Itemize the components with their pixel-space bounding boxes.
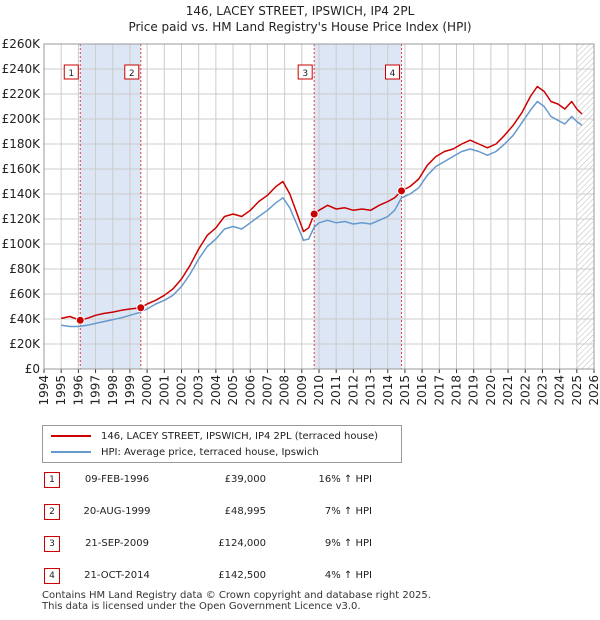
x-tick-label: 2012 <box>346 375 360 406</box>
transaction-row: 2 20-AUG-1999 £48,995 7% ↑ HPI <box>42 504 402 522</box>
x-tick-label: 1994 <box>37 375 51 406</box>
legend-label-property: 146, LACEY STREET, IPSWICH, IP4 2PL (ter… <box>101 430 379 442</box>
footer-line-1: Contains HM Land Registry data © Crown c… <box>42 590 431 601</box>
transaction-row: 3 21-SEP-2009 £124,000 9% ↑ HPI <box>42 536 402 554</box>
transaction-date: 21-SEP-2009 <box>85 538 149 549</box>
sale-label: 1 <box>68 69 74 79</box>
legend-label-hpi: HPI: Average price, terraced house, Ipsw… <box>101 446 319 458</box>
transaction-marker: 3 <box>44 536 60 552</box>
y-tick-label: £140K <box>2 187 42 201</box>
y-tick-label: £20K <box>9 337 41 351</box>
transaction-hpi: 7% ↑ HPI <box>324 506 372 517</box>
sale-label-box <box>297 64 313 80</box>
x-tick-label: 1995 <box>54 375 68 406</box>
transaction-price: £48,995 <box>224 506 266 517</box>
y-tick-label: £200K <box>2 112 42 126</box>
sale-label-box <box>63 64 79 80</box>
transaction-hpi: 9% ↑ HPI <box>324 538 372 549</box>
x-tick-label: 2026 <box>587 375 600 406</box>
footer-credit: Contains HM Land Registry data © Crown c… <box>42 590 431 612</box>
transaction-marker: 1 <box>44 472 60 488</box>
x-tick-label: 2001 <box>157 375 171 406</box>
x-tick-label: 2024 <box>553 375 567 406</box>
sale-label: 2 <box>129 69 135 79</box>
x-tick-label: 2006 <box>243 375 257 406</box>
y-tick-label: £220K <box>2 87 42 101</box>
y-tick-label: £180K <box>2 137 42 151</box>
x-tick-label: 2025 <box>570 375 584 406</box>
sale-point <box>309 209 319 219</box>
x-tick-label: 2018 <box>450 375 464 406</box>
transaction-price: £124,000 <box>218 538 266 549</box>
x-tick-label: 2002 <box>175 375 189 406</box>
x-tick-label: 2021 <box>501 375 515 406</box>
x-tick-label: 2017 <box>432 375 446 406</box>
chart-subtitle: Price paid vs. HM Land Registry's House … <box>128 20 472 34</box>
transaction-date: 09-FEB-1996 <box>84 474 150 485</box>
price-chart: £0 £20K £40K £60K £80K £100K £120K £140K £160K £1… <box>2 37 600 406</box>
sale-label: 4 <box>390 69 396 79</box>
x-tick-label: 2005 <box>226 375 240 406</box>
x-tick-label: 2000 <box>140 375 154 406</box>
x-tick-label: 2009 <box>295 375 309 406</box>
transaction-marker: 2 <box>44 504 60 520</box>
transaction-date: 21-OCT-2014 <box>84 570 150 581</box>
transaction-row: 1 09-FEB-1996 £39,000 16% ↑ HPI <box>42 472 402 490</box>
x-tick-label: 2007 <box>260 375 274 406</box>
footer-line-2: This data is licensed under the Open Gov… <box>42 601 361 612</box>
y-tick-label: £120K <box>2 212 42 226</box>
x-tick-label: 2013 <box>364 375 378 406</box>
x-tick-label: 1997 <box>89 375 103 406</box>
transaction-date: 20-AUG-1999 <box>83 506 151 517</box>
y-tick-label: £240K <box>2 62 42 76</box>
x-tick-label: 2022 <box>518 375 532 406</box>
y-tick-label: £40K <box>9 312 41 326</box>
x-tick-label: 2019 <box>467 375 481 406</box>
transaction-price: £39,000 <box>224 474 266 485</box>
transaction-row: 4 21-OCT-2014 £142,500 4% ↑ HPI <box>42 568 402 586</box>
sale-point <box>136 303 146 313</box>
x-tick-label: 2016 <box>415 375 429 406</box>
y-tick-label: £100K <box>2 237 42 251</box>
ownership-shade <box>314 44 402 369</box>
plot-frame <box>43 43 595 370</box>
y-tick-label: £60K <box>9 287 41 301</box>
transaction-price: £142,500 <box>218 570 266 581</box>
transaction-hpi: 16% ↑ HPI <box>318 474 372 485</box>
x-tick-label: 1998 <box>106 375 120 406</box>
x-tick-label: 1996 <box>71 375 85 406</box>
x-tick-label: 2003 <box>192 375 206 406</box>
x-tick-label: 2023 <box>535 375 549 406</box>
x-tick-label: 2011 <box>329 375 343 406</box>
x-tick-label: 2020 <box>484 375 498 406</box>
sale-label: 3 <box>302 69 308 79</box>
sale-point <box>75 315 85 325</box>
chart-title: 146, LACEY STREET, IPSWICH, IP4 2PL <box>185 4 415 18</box>
sale-point <box>397 186 406 196</box>
y-tick-label: £0 <box>25 362 40 376</box>
x-tick-label: 2010 <box>312 375 326 406</box>
legend-item-property: 146, LACEY STREET, IPSWICH, IP4 2PL (ter… <box>51 428 378 444</box>
hpi-line <box>61 100 583 328</box>
sale-label-box <box>385 64 400 80</box>
legend-swatch-blue <box>51 451 91 453</box>
legend-item-hpi: HPI: Average price, terraced house, Ipsw… <box>51 444 319 460</box>
property-price-line <box>61 85 583 322</box>
x-tick-label: 2004 <box>209 375 223 406</box>
legend: 146, LACEY STREET, IPSWICH, IP4 2PL (ter… <box>42 425 402 463</box>
x-tick-label: 2015 <box>398 375 412 406</box>
y-tick-label: £160K <box>2 162 42 176</box>
transaction-marker: 4 <box>44 568 60 584</box>
y-tick-label: £260K <box>2 37 42 51</box>
transaction-hpi: 4% ↑ HPI <box>324 570 372 581</box>
x-tick-label: 2014 <box>381 375 395 406</box>
x-tick-label: 1999 <box>123 375 137 406</box>
y-tick-label: £80K <box>9 262 41 276</box>
forecast-hatch <box>576 44 594 369</box>
sale-label-box <box>124 64 140 80</box>
legend-swatch-red <box>51 435 91 437</box>
x-tick-label: 2008 <box>278 375 292 406</box>
